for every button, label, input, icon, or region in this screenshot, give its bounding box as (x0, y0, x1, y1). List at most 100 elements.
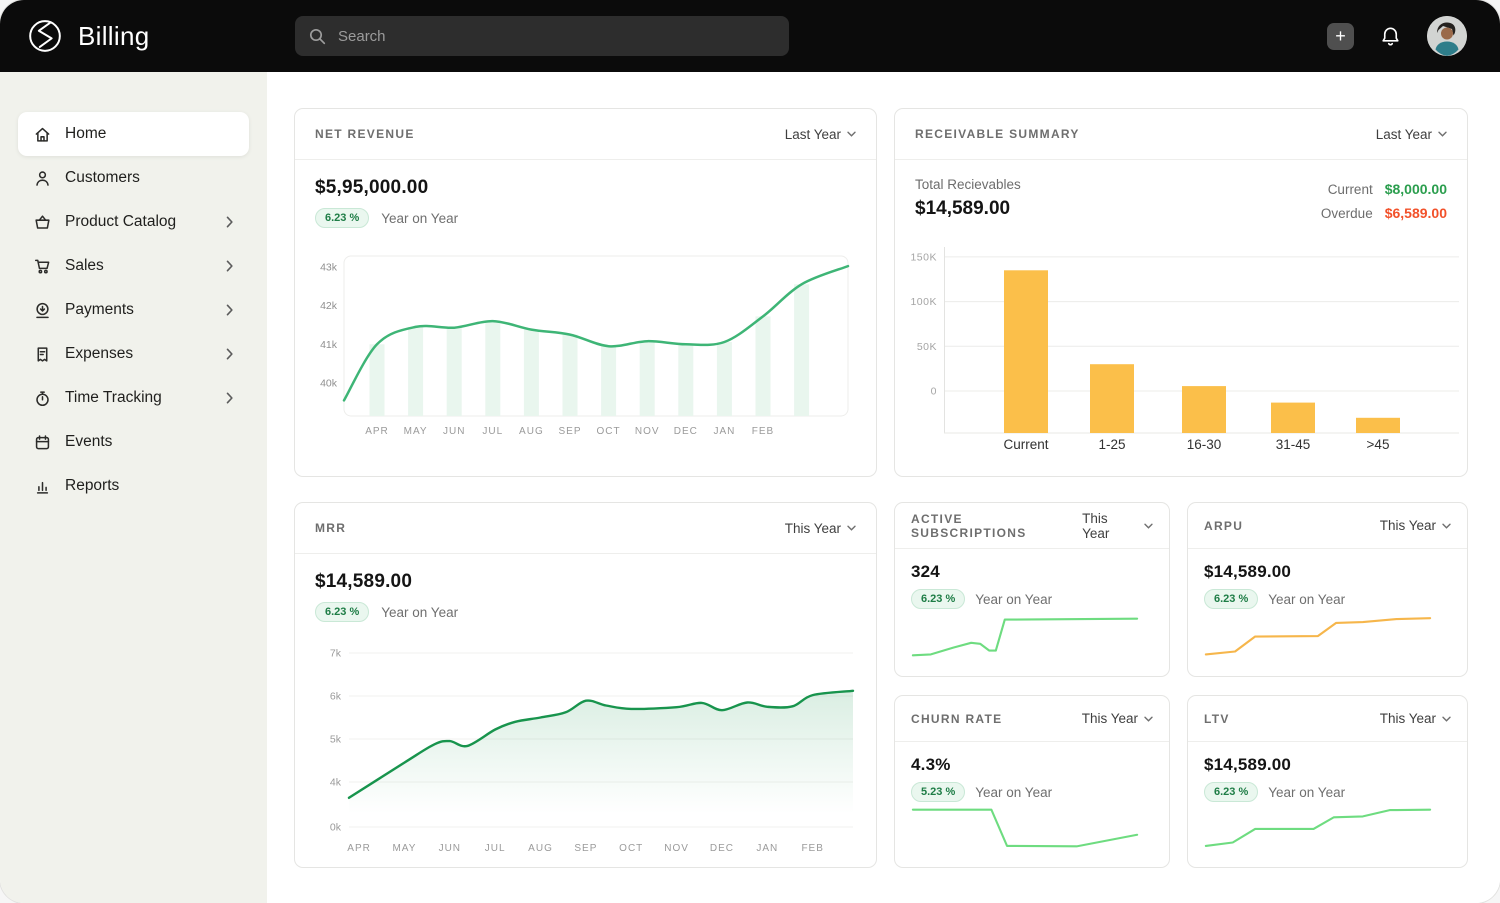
period-selector[interactable]: Last Year (1376, 127, 1447, 142)
sidebar-item-home[interactable]: Home (18, 112, 249, 156)
total-receivables-label: Total Recievables (915, 177, 1021, 192)
churn-rate-header: CHURN RATE This Year (895, 696, 1169, 742)
brand: Billing (26, 0, 149, 72)
search-bar[interactable] (295, 16, 789, 56)
sidebar-item-expenses[interactable]: Expenses (18, 332, 249, 376)
card-title: NET REVENUE (315, 127, 415, 141)
svg-text:APR: APR (365, 426, 389, 437)
period-selector[interactable]: This Year (1380, 711, 1451, 726)
sidebar-item-label: Events (65, 433, 112, 451)
user-avatar[interactable] (1427, 16, 1467, 56)
sidebar-item-time-tracking[interactable]: Time Tracking (18, 376, 249, 420)
sidebar-item-payments[interactable]: Payments (18, 288, 249, 332)
card-title: LTV (1204, 712, 1230, 726)
home-icon (33, 125, 52, 144)
ltv-value: $14,589.00 (1204, 755, 1451, 775)
yoy-badge: 6.23 % (1204, 589, 1258, 609)
svg-text:JUN: JUN (443, 426, 465, 437)
svg-text:DEC: DEC (710, 843, 734, 854)
total-receivables-amount: $14,589.00 (915, 198, 1021, 220)
svg-text:Current: Current (1003, 437, 1048, 452)
sidebar-item-label: Sales (65, 257, 104, 275)
yoy-badge: 6.23 % (911, 589, 965, 609)
card-title: MRR (315, 521, 346, 535)
svg-text:7k: 7k (330, 648, 342, 660)
svg-text:0k: 0k (330, 822, 342, 834)
svg-text:50K: 50K (917, 341, 937, 353)
add-button[interactable]: + (1327, 23, 1354, 50)
chevron-down-icon (1144, 523, 1153, 529)
svg-text:43k: 43k (320, 261, 338, 273)
svg-text:JAN: JAN (756, 843, 778, 854)
svg-text:4k: 4k (330, 777, 342, 789)
main-content: NET REVENUE Last Year $5,95,000.00 6.23 … (267, 72, 1500, 903)
arpu-sparkline (1202, 608, 1434, 666)
card-title: CHURN RATE (911, 712, 1002, 726)
card-title: RECEIVABLE SUMMARY (915, 127, 1080, 141)
app-title: Billing (78, 21, 149, 52)
overdue-label: Overdue (1321, 206, 1373, 221)
svg-text:SEP: SEP (558, 426, 581, 437)
current-row: Current $8,000.00 (1321, 177, 1447, 201)
svg-text:JUL: JUL (485, 843, 506, 854)
current-amount: $8,000.00 (1385, 181, 1447, 197)
sidebar-item-label: Payments (65, 301, 134, 319)
product-catalog-icon (33, 213, 52, 232)
chevron-down-icon (1442, 716, 1451, 722)
period-selector[interactable]: This Year (785, 521, 856, 536)
svg-text:FEB: FEB (752, 426, 774, 437)
period-selector[interactable]: This Year (1380, 518, 1451, 533)
active-subscriptions-value: 324 (911, 562, 1153, 582)
sidebar-item-sales[interactable]: Sales (18, 244, 249, 288)
svg-text:NOV: NOV (664, 843, 689, 854)
search-input[interactable] (336, 27, 775, 46)
yoy-badge: 6.23 % (315, 208, 369, 228)
svg-text:NOV: NOV (635, 426, 660, 437)
chevron-down-icon (1442, 523, 1451, 529)
mrr-chart: 7k6k5k4k0kAPRMAYJUNJULAUGSEPOCTNOVDECJAN… (311, 643, 859, 861)
sidebar-item-label: Time Tracking (65, 389, 162, 407)
svg-text:SEP: SEP (574, 843, 597, 854)
mrr-amount: $14,589.00 (315, 571, 856, 593)
svg-text:16-30: 16-30 (1187, 437, 1222, 452)
net-revenue-chart: 43k42k41k40kAPRMAYJUNJULAUGSEPOCTNOVDECJ… (311, 250, 856, 442)
chevron-down-icon (847, 131, 856, 137)
ltv-card: LTV This Year $14,589.00 6.23 % Year on … (1187, 695, 1468, 868)
svg-text:1-25: 1-25 (1098, 437, 1125, 452)
time-tracking-icon (33, 389, 52, 408)
events-icon (33, 433, 52, 452)
period-selector[interactable]: This Year (1082, 511, 1153, 541)
net-revenue-header: NET REVENUE Last Year (295, 109, 876, 160)
period-selector[interactable]: This Year (1082, 711, 1153, 726)
chevron-right-icon (226, 392, 234, 404)
chevron-right-icon (226, 348, 234, 360)
arpu-header: ARPU This Year (1188, 503, 1467, 549)
card-title: ARPU (1204, 519, 1243, 533)
sidebar-item-events[interactable]: Events (18, 420, 249, 464)
sidebar-item-reports[interactable]: Reports (18, 464, 249, 508)
ltv-header: LTV This Year (1188, 696, 1467, 742)
active-subscriptions-header: ACTIVE SUBSCRIPTIONS This Year (895, 503, 1169, 549)
customers-icon (33, 169, 52, 188)
yoy-badge: 6.23 % (315, 602, 369, 622)
period-selector[interactable]: Last Year (785, 127, 856, 142)
reports-icon (33, 477, 52, 496)
svg-text:JAN: JAN (713, 426, 735, 437)
sidebar-item-product-catalog[interactable]: Product Catalog (18, 200, 249, 244)
churn-rate-sparkline (909, 799, 1141, 857)
ltv-sparkline (1202, 799, 1434, 857)
chevron-right-icon (226, 260, 234, 272)
sidebar-item-customers[interactable]: Customers (18, 156, 249, 200)
svg-text:6k: 6k (330, 691, 342, 703)
overdue-row: Overdue $6,589.00 (1321, 201, 1447, 225)
notifications-bell-icon[interactable] (1379, 24, 1402, 48)
sales-icon (33, 257, 52, 276)
svg-text:>45: >45 (1367, 437, 1390, 452)
chevron-right-icon (226, 304, 234, 316)
sidebar-item-label: Product Catalog (65, 213, 176, 231)
svg-text:DEC: DEC (674, 426, 698, 437)
chevron-down-icon (1144, 716, 1153, 722)
arpu-card: ARPU This Year $14,589.00 6.23 % Year on… (1187, 502, 1468, 677)
overdue-amount: $6,589.00 (1385, 205, 1447, 221)
svg-text:31-45: 31-45 (1276, 437, 1311, 452)
